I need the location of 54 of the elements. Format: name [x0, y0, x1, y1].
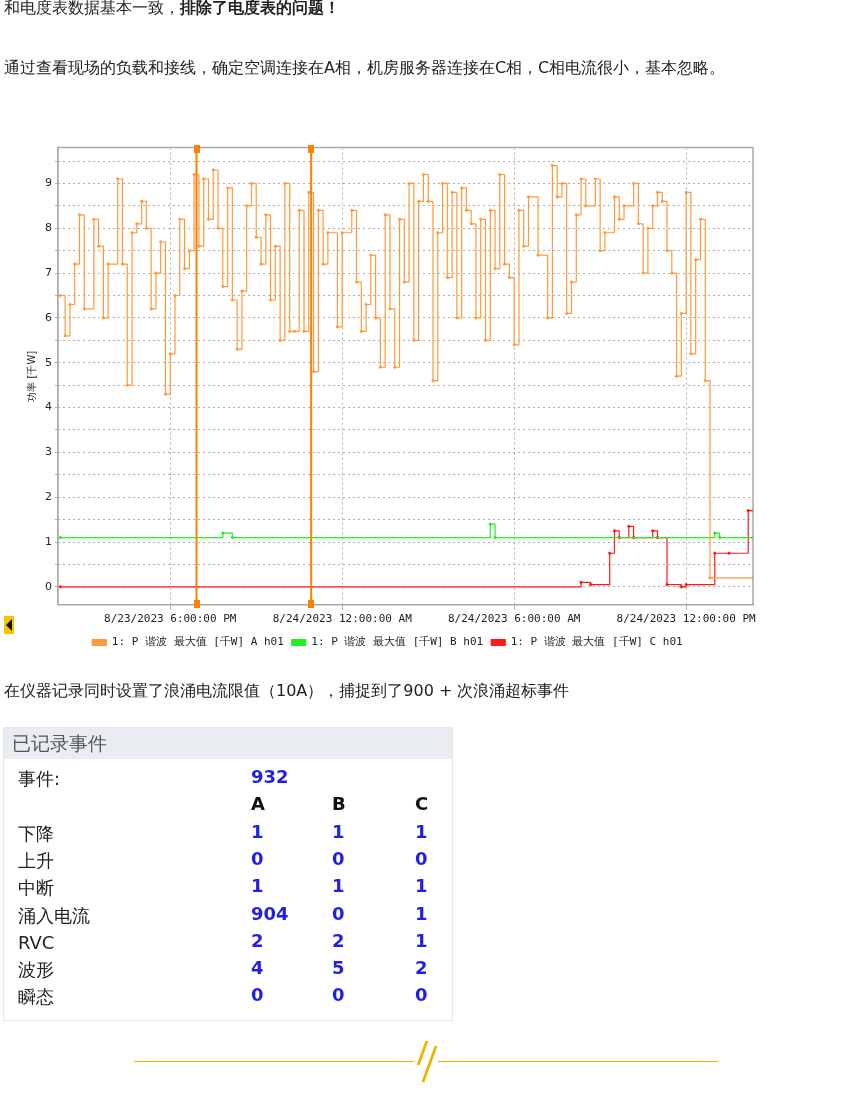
text: 932 [251, 766, 290, 787]
text: 904 [251, 902, 290, 924]
y-tick-label: 8 [45, 221, 52, 235]
y-tick-label: 3 [45, 445, 52, 459]
text: 事件: [18, 767, 61, 791]
text: 波形 [18, 958, 54, 983]
text: 下降 [18, 821, 54, 846]
text: 中断 [18, 876, 54, 901]
text: 2 [251, 929, 265, 951]
text: 1 [251, 875, 265, 897]
legend-label: 1: P 谐波 最大值 [千W] C h01 [510, 635, 683, 649]
y-tick-label: 2 [45, 490, 52, 504]
y-tick-label: 9 [45, 176, 52, 190]
text: 在仪器记录同时设置了浪涌电流限值（10A），捕捉到了900 + 次浪涌超标事件 [4, 680, 571, 702]
y-tick-label: 0 [45, 579, 52, 593]
text: 1 [415, 820, 429, 842]
text: 0 [415, 984, 429, 1006]
text: 0 [415, 847, 429, 869]
text: 0 [251, 984, 265, 1006]
x-tick-label: 8/24/2023 6:00:00 AM [447, 612, 581, 626]
x-tick-label: 8/24/2023 12:00:00 AM [272, 612, 413, 626]
legend-label: 1: P 谐波 最大值 [千W] A h01 [111, 635, 284, 649]
text: 上升 [18, 848, 54, 873]
text: 0 [332, 984, 346, 1006]
x-tick-label: 8/23/2023 6:00:00 PM [104, 612, 237, 626]
text: 0 [332, 902, 346, 924]
y-axis-title: 功率 [千W] [25, 350, 37, 402]
y-tick-label: 6 [45, 310, 52, 324]
text: B [332, 793, 347, 815]
y-tick-label: 4 [45, 400, 52, 414]
x-tick-label: 8/24/2023 12:00:00 PM [616, 612, 757, 626]
text: 5 [332, 957, 346, 979]
text: 1 [415, 875, 429, 897]
y-tick-label: 1 [45, 534, 52, 548]
text: 通过查看现场的负载和接线，确定空调连接在A相，机房服务器连接在C相，C相电流很小，基本忽略。 [4, 57, 727, 79]
text: A [251, 793, 266, 815]
text: 2 [332, 929, 346, 951]
text: 1 [251, 820, 265, 842]
text: 涌入电流 [18, 903, 90, 928]
text: 1 [332, 875, 346, 897]
text: 1 [415, 929, 429, 951]
text: 瞬态 [18, 985, 54, 1010]
text: 2 [415, 957, 429, 979]
text: 0 [251, 847, 265, 869]
text: C [415, 793, 430, 815]
y-tick-label: 7 [45, 265, 52, 279]
text: 已记录事件 [4, 728, 452, 759]
text: RVC [18, 930, 55, 955]
text: 4 [251, 957, 265, 979]
text: 1 [332, 820, 346, 842]
legend-label: 1: P 谐波 最大值 [千W] B h01 [311, 635, 484, 649]
text: 0 [332, 847, 346, 869]
text: 1 [415, 902, 429, 924]
y-tick-label: 5 [45, 355, 52, 369]
